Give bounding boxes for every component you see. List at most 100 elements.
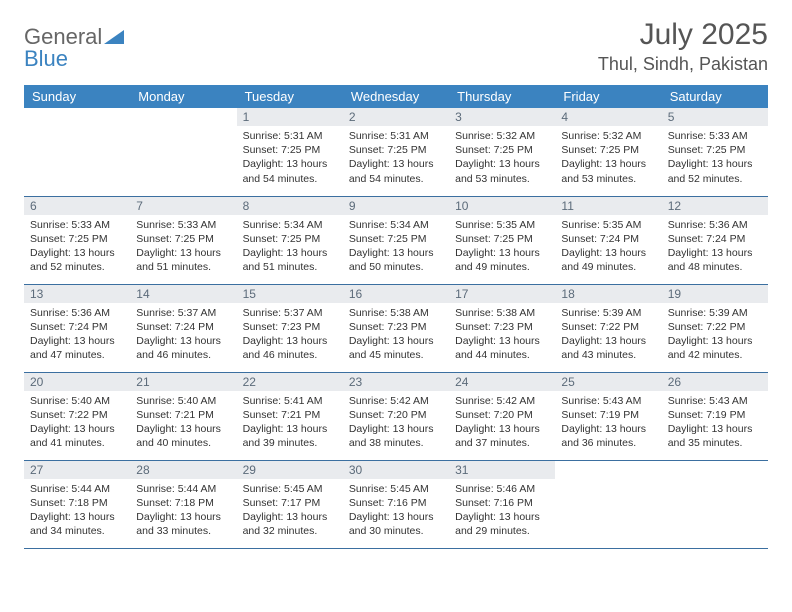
day-header: Tuesday [237,85,343,108]
day-details: Sunrise: 5:33 AMSunset: 7:25 PMDaylight:… [24,215,130,279]
calendar-cell: 7Sunrise: 5:33 AMSunset: 7:25 PMDaylight… [130,196,236,284]
calendar-cell: 2Sunrise: 5:31 AMSunset: 7:25 PMDaylight… [343,108,449,196]
day-details: Sunrise: 5:40 AMSunset: 7:21 PMDaylight:… [130,391,236,455]
calendar-cell [662,460,768,548]
location: Thul, Sindh, Pakistan [598,54,768,75]
day-number: 18 [555,285,661,303]
day-details: Sunrise: 5:42 AMSunset: 7:20 PMDaylight:… [343,391,449,455]
day-details: Sunrise: 5:32 AMSunset: 7:25 PMDaylight:… [555,126,661,190]
calendar-cell: 23Sunrise: 5:42 AMSunset: 7:20 PMDayligh… [343,372,449,460]
day-details: Sunrise: 5:40 AMSunset: 7:22 PMDaylight:… [24,391,130,455]
logo-icon [104,24,124,50]
day-number: 23 [343,373,449,391]
day-number: 9 [343,197,449,215]
day-number: 2 [343,108,449,126]
day-details: Sunrise: 5:35 AMSunset: 7:25 PMDaylight:… [449,215,555,279]
month-title: July 2025 [598,18,768,52]
calendar-cell: 24Sunrise: 5:42 AMSunset: 7:20 PMDayligh… [449,372,555,460]
day-number: 21 [130,373,236,391]
day-details: Sunrise: 5:42 AMSunset: 7:20 PMDaylight:… [449,391,555,455]
day-details: Sunrise: 5:43 AMSunset: 7:19 PMDaylight:… [555,391,661,455]
day-details: Sunrise: 5:44 AMSunset: 7:18 PMDaylight:… [130,479,236,543]
day-details: Sunrise: 5:46 AMSunset: 7:16 PMDaylight:… [449,479,555,543]
day-details: Sunrise: 5:38 AMSunset: 7:23 PMDaylight:… [449,303,555,367]
day-number: 15 [237,285,343,303]
day-number: 30 [343,461,449,479]
calendar-cell: 26Sunrise: 5:43 AMSunset: 7:19 PMDayligh… [662,372,768,460]
day-number: 27 [24,461,130,479]
day-details: Sunrise: 5:39 AMSunset: 7:22 PMDaylight:… [555,303,661,367]
calendar-cell: 13Sunrise: 5:36 AMSunset: 7:24 PMDayligh… [24,284,130,372]
calendar-cell [555,460,661,548]
day-details: Sunrise: 5:36 AMSunset: 7:24 PMDaylight:… [24,303,130,367]
day-header: Sunday [24,85,130,108]
day-number: 28 [130,461,236,479]
day-details: Sunrise: 5:31 AMSunset: 7:25 PMDaylight:… [343,126,449,190]
calendar-row: 27Sunrise: 5:44 AMSunset: 7:18 PMDayligh… [24,460,768,548]
calendar-cell: 11Sunrise: 5:35 AMSunset: 7:24 PMDayligh… [555,196,661,284]
calendar-cell: 3Sunrise: 5:32 AMSunset: 7:25 PMDaylight… [449,108,555,196]
calendar-cell: 20Sunrise: 5:40 AMSunset: 7:22 PMDayligh… [24,372,130,460]
day-details: Sunrise: 5:37 AMSunset: 7:23 PMDaylight:… [237,303,343,367]
day-details: Sunrise: 5:41 AMSunset: 7:21 PMDaylight:… [237,391,343,455]
day-details: Sunrise: 5:33 AMSunset: 7:25 PMDaylight:… [662,126,768,190]
day-number: 22 [237,373,343,391]
calendar-cell: 31Sunrise: 5:46 AMSunset: 7:16 PMDayligh… [449,460,555,548]
calendar-cell: 18Sunrise: 5:39 AMSunset: 7:22 PMDayligh… [555,284,661,372]
calendar-cell: 27Sunrise: 5:44 AMSunset: 7:18 PMDayligh… [24,460,130,548]
day-number: 26 [662,373,768,391]
calendar-cell: 17Sunrise: 5:38 AMSunset: 7:23 PMDayligh… [449,284,555,372]
calendar-cell [24,108,130,196]
day-number: 11 [555,197,661,215]
day-number: 25 [555,373,661,391]
day-number: 3 [449,108,555,126]
day-details: Sunrise: 5:44 AMSunset: 7:18 PMDaylight:… [24,479,130,543]
calendar-cell: 1Sunrise: 5:31 AMSunset: 7:25 PMDaylight… [237,108,343,196]
calendar-cell: 15Sunrise: 5:37 AMSunset: 7:23 PMDayligh… [237,284,343,372]
calendar-cell: 28Sunrise: 5:44 AMSunset: 7:18 PMDayligh… [130,460,236,548]
calendar-cell: 8Sunrise: 5:34 AMSunset: 7:25 PMDaylight… [237,196,343,284]
calendar-cell: 9Sunrise: 5:34 AMSunset: 7:25 PMDaylight… [343,196,449,284]
day-header: Friday [555,85,661,108]
day-number: 20 [24,373,130,391]
day-details: Sunrise: 5:31 AMSunset: 7:25 PMDaylight:… [237,126,343,190]
day-details: Sunrise: 5:36 AMSunset: 7:24 PMDaylight:… [662,215,768,279]
day-number: 12 [662,197,768,215]
day-details: Sunrise: 5:45 AMSunset: 7:16 PMDaylight:… [343,479,449,543]
day-header: Wednesday [343,85,449,108]
day-details: Sunrise: 5:34 AMSunset: 7:25 PMDaylight:… [237,215,343,279]
calendar-table: Sunday Monday Tuesday Wednesday Thursday… [24,85,768,549]
day-number: 16 [343,285,449,303]
calendar-cell: 5Sunrise: 5:33 AMSunset: 7:25 PMDaylight… [662,108,768,196]
day-number: 1 [237,108,343,126]
day-number: 5 [662,108,768,126]
calendar-cell: 14Sunrise: 5:37 AMSunset: 7:24 PMDayligh… [130,284,236,372]
calendar-row: 1Sunrise: 5:31 AMSunset: 7:25 PMDaylight… [24,108,768,196]
calendar-cell: 30Sunrise: 5:45 AMSunset: 7:16 PMDayligh… [343,460,449,548]
calendar-row: 6Sunrise: 5:33 AMSunset: 7:25 PMDaylight… [24,196,768,284]
day-details: Sunrise: 5:34 AMSunset: 7:25 PMDaylight:… [343,215,449,279]
day-number: 14 [130,285,236,303]
day-details: Sunrise: 5:39 AMSunset: 7:22 PMDaylight:… [662,303,768,367]
calendar-cell: 10Sunrise: 5:35 AMSunset: 7:25 PMDayligh… [449,196,555,284]
day-number: 24 [449,373,555,391]
day-details: Sunrise: 5:33 AMSunset: 7:25 PMDaylight:… [130,215,236,279]
day-number: 31 [449,461,555,479]
calendar-cell: 12Sunrise: 5:36 AMSunset: 7:24 PMDayligh… [662,196,768,284]
day-number: 19 [662,285,768,303]
calendar-cell: 22Sunrise: 5:41 AMSunset: 7:21 PMDayligh… [237,372,343,460]
calendar-cell: 29Sunrise: 5:45 AMSunset: 7:17 PMDayligh… [237,460,343,548]
day-number: 29 [237,461,343,479]
calendar-cell: 6Sunrise: 5:33 AMSunset: 7:25 PMDaylight… [24,196,130,284]
day-number: 17 [449,285,555,303]
day-details: Sunrise: 5:38 AMSunset: 7:23 PMDaylight:… [343,303,449,367]
day-details: Sunrise: 5:32 AMSunset: 7:25 PMDaylight:… [449,126,555,190]
calendar-cell: 16Sunrise: 5:38 AMSunset: 7:23 PMDayligh… [343,284,449,372]
day-details: Sunrise: 5:43 AMSunset: 7:19 PMDaylight:… [662,391,768,455]
day-header: Saturday [662,85,768,108]
day-details: Sunrise: 5:37 AMSunset: 7:24 PMDaylight:… [130,303,236,367]
day-number: 10 [449,197,555,215]
day-header-row: Sunday Monday Tuesday Wednesday Thursday… [24,85,768,108]
calendar-cell: 19Sunrise: 5:39 AMSunset: 7:22 PMDayligh… [662,284,768,372]
calendar-row: 20Sunrise: 5:40 AMSunset: 7:22 PMDayligh… [24,372,768,460]
